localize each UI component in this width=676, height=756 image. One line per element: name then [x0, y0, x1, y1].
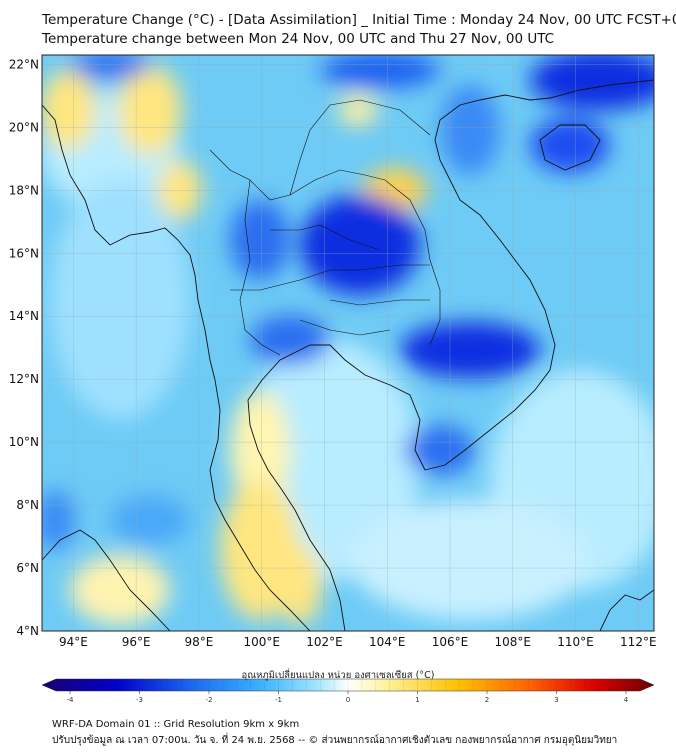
latitude-labels: 22°N 20°N 18°N 16°N 14°N 12°N 10°N 8°N 6°N 4°N: [9, 57, 39, 638]
colorbar-tick-label: -1: [275, 696, 282, 704]
colorbar: -4 -3 -2 -1 0 1 2 3 4: [41, 678, 655, 704]
lon-label: 108°E: [495, 635, 532, 649]
colorbar-ticks: -4 -3 -2 -1 0 1 2 3 4: [67, 691, 629, 704]
lat-label: 18°N: [9, 183, 39, 197]
map-title: Temperature Change (°C) - [Data Assimila…: [42, 12, 676, 28]
longitude-labels: 94°E 96°E 98°E 100°E 102°E 104°E 106°E 108°E 110…: [59, 635, 657, 649]
lon-label: 110°E: [557, 635, 594, 649]
footer-domain-info: WRF-DA Domain 01 :: Grid Resolution 9km …: [52, 719, 300, 730]
lon-label: 106°E: [432, 635, 469, 649]
lon-label: 104°E: [369, 635, 406, 649]
map-subtitle: Temperature change between Mon 24 Nov, 0…: [42, 31, 555, 47]
colorbar-tick-label: -3: [136, 696, 143, 704]
footer-update-info: ปรับปรุงข้อมูล ณ เวลา 07:00น. วัน จ. ที่…: [52, 735, 618, 746]
lat-label: 20°N: [9, 120, 39, 134]
lon-label: 102°E: [306, 635, 343, 649]
colorbar-tick-label: 3: [554, 696, 558, 704]
lat-label: 12°N: [9, 372, 39, 386]
lat-label: 6°N: [16, 561, 39, 575]
lon-label: 98°E: [184, 635, 213, 649]
graticule: [42, 55, 654, 631]
lon-label: 112°E: [620, 635, 657, 649]
coastlines: [42, 79, 654, 631]
lat-label: 22°N: [9, 57, 39, 71]
country-borders: [209, 99, 441, 356]
lat-label: 16°N: [9, 246, 39, 260]
lon-label: 100°E: [243, 635, 280, 649]
lat-label: 8°N: [16, 498, 39, 512]
colorbar-tick-label: 4: [624, 696, 629, 704]
colorbar-tick-label: -2: [206, 696, 213, 704]
colorbar-label: อุณหภูมิเปลี่ยนแปลง หน่วย องศาเซลเซียส (…: [241, 670, 435, 681]
colorbar-tick-label: 0: [346, 696, 350, 704]
lat-label: 14°N: [9, 309, 39, 323]
lat-label: 10°N: [9, 435, 39, 449]
colorbar-tick-label: 2: [485, 696, 489, 704]
temperature-field: [42, 55, 654, 631]
lon-label: 96°E: [122, 635, 151, 649]
colorbar-segments: [69, 679, 613, 691]
colorbar-tick-label: 1: [415, 696, 419, 704]
colorbar-bar: [41, 678, 655, 692]
colorbar-tick-label: -4: [67, 696, 75, 704]
map-frame: [41, 54, 655, 632]
lon-label: 94°E: [59, 635, 88, 649]
lat-label: 4°N: [16, 624, 39, 638]
